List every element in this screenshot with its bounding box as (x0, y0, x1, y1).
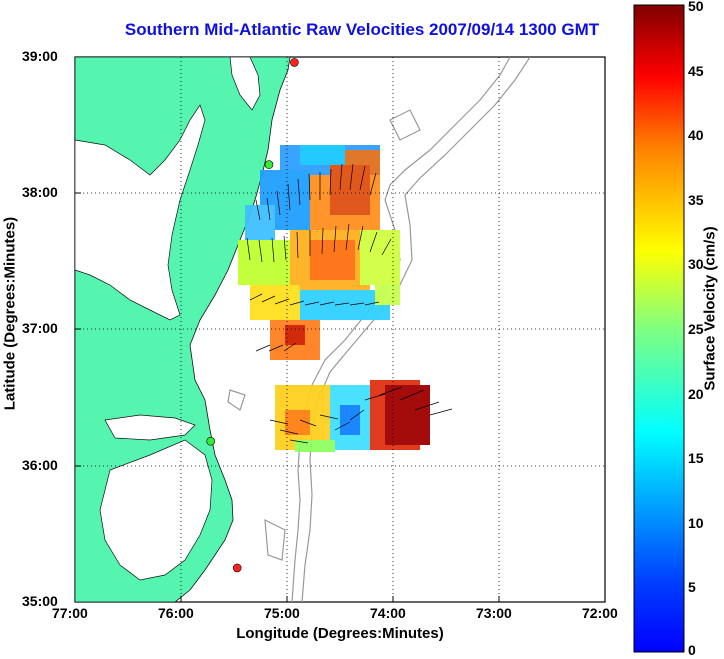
x-axis-label: Longitude (Degrees:Minutes) (236, 625, 444, 642)
ytick-label: 35:00 (22, 593, 58, 609)
station-marker-mid (264, 160, 274, 169)
map-title: Southern Mid-Atlantic Raw Velocities 200… (124, 20, 600, 39)
velocity-vectors (246, 163, 453, 444)
ytick-label: 37:00 (22, 320, 58, 336)
ytick-label: 38:00 (22, 184, 58, 200)
station-marker-south2 (232, 563, 242, 573)
ytick-label: 36:00 (22, 457, 58, 473)
grid-lines (75, 57, 605, 602)
colorbar-tick: 30 (688, 256, 704, 272)
axis-ticks (75, 192, 500, 602)
colorbar-tick: 10 (688, 515, 704, 531)
xtick-label: 74:00 (370, 605, 406, 621)
y-axis-label: Latitude (Degrees:Minutes) (1, 216, 19, 411)
station-marker-south1 (206, 436, 215, 446)
albemarle-sound (104, 414, 196, 441)
colorbar-tick: 50 (688, 0, 704, 14)
ytick-label: 39:00 (22, 48, 58, 64)
colorbar (633, 4, 685, 653)
colorbar-tick: 40 (688, 127, 704, 143)
station-marker-north (290, 58, 299, 67)
colorbar-tick: 15 (688, 450, 704, 466)
xtick-label: 73:00 (476, 605, 512, 621)
pamlico-sound (99, 439, 213, 581)
colorbar-tick: 25 (688, 321, 704, 337)
station-markers (206, 58, 299, 573)
delaware-bay (229, 57, 261, 111)
xtick-label: 77:00 (52, 605, 88, 621)
colorbar-tick: 0 (688, 642, 696, 658)
colorbar-tick: 5 (688, 579, 696, 595)
colorbar-label: Surface Velocity (cm/s) (701, 226, 719, 391)
chesapeake-bay (75, 104, 206, 321)
velocity-field-south (275, 380, 430, 452)
xtick-label: 72:00 (582, 605, 618, 621)
xtick-label: 76:00 (158, 605, 194, 621)
colorbar-tick: 35 (688, 192, 704, 208)
xtick-label: 75:00 (264, 605, 300, 621)
colorbar-tick: 45 (688, 63, 704, 79)
colorbar-tick: 20 (688, 386, 704, 402)
